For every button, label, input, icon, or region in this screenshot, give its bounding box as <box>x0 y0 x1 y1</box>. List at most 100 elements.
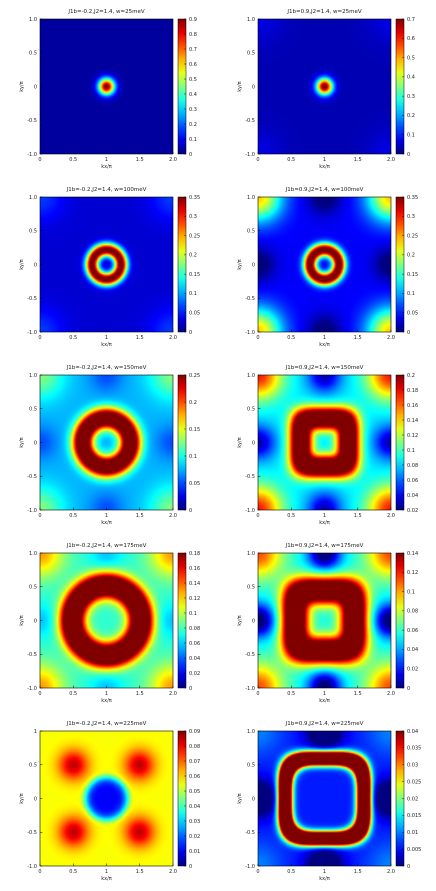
heatmap-svg: J1b=-0.2,J2=1.4, w=150meV 0 0.5 1 1.5 2.0 1.0 0… <box>19 365 200 526</box>
heatmap-panel: J1b=0.9,J2=1.4, w=100meV 0 0.5 1 1.5 2.0 1.0 0.… <box>218 178 436 356</box>
colorbar-tick-label: 0.5 <box>407 55 415 61</box>
colorbar-tick-label: 0.14 <box>407 418 418 424</box>
heatmap-image <box>40 375 173 510</box>
colorbar-tick-label: 0.04 <box>407 647 418 653</box>
x-tick-label: 2.0 <box>169 691 177 697</box>
y-tick-label: -1.0 <box>27 864 37 870</box>
x-axis-label: kx/π <box>101 342 112 348</box>
colorbar-tick-label: 0.05 <box>189 481 200 487</box>
colorbar <box>177 730 187 867</box>
y-tick-label: -0.5 <box>27 474 37 480</box>
colorbar-tick-label: 0.3 <box>407 214 415 220</box>
colorbar-tick-label: 0.08 <box>189 626 200 632</box>
colorbar-tick-label: 0.15 <box>189 272 200 278</box>
colorbar-tick-label: 0.6 <box>407 36 415 42</box>
y-tick-label: -0.5 <box>245 474 255 480</box>
x-tick-label: 2.0 <box>387 513 395 519</box>
colorbar-tick-label: 0.1 <box>407 589 415 595</box>
x-axis-label: kx/π <box>319 698 330 704</box>
y-axis-label: ky/π <box>19 81 25 91</box>
colorbar-tick-label: 0.35 <box>189 195 200 201</box>
colorbar-tick-label: 0.12 <box>189 596 200 602</box>
colorbar-tick-label: 0.14 <box>407 551 418 557</box>
colorbar-tick-label: 0.03 <box>189 819 200 825</box>
x-tick-label: 1.5 <box>136 869 144 875</box>
y-tick-label: 0.5 <box>247 229 255 235</box>
y-tick-label: -1.0 <box>27 152 37 158</box>
x-axis-label: kx/π <box>101 164 112 170</box>
x-tick-label: 2.0 <box>169 335 177 341</box>
colorbar-tick-label: 0.25 <box>189 373 200 379</box>
x-tick-label: 1.5 <box>136 157 144 163</box>
y-tick-label: 1.0 <box>29 17 37 23</box>
x-tick-label: 0 <box>38 157 41 163</box>
chart-title: J1b=0.9,J2=1.4, w=100meV <box>285 187 364 193</box>
colorbar-tick-label: 0.01 <box>189 849 200 855</box>
colorbar <box>395 552 405 689</box>
x-axis-label: kx/π <box>319 520 330 526</box>
x-tick-label: 0 <box>256 157 259 163</box>
y-tick-label: 0 <box>34 84 37 90</box>
y-axis-label: ky/π <box>19 615 25 625</box>
colorbar-tick-label: 0.08 <box>189 744 200 750</box>
heatmap-image <box>258 731 391 866</box>
colorbar-tick-label: 0.14 <box>189 581 200 587</box>
colorbar-tick-label: 0.1 <box>407 448 415 454</box>
y-tick-label: 1.0 <box>247 373 255 379</box>
colorbar-tick-label: 0.04 <box>189 804 200 810</box>
colorbar-tick-label: 0.7 <box>189 47 197 53</box>
colorbar-tick-label: 0.1 <box>407 133 415 139</box>
heatmap-svg: J1b=0.9,J2=1.4, w=175meV 0 0.5 1 1.5 2.0 1.0 0.… <box>237 543 418 704</box>
colorbar <box>395 18 405 155</box>
colorbar <box>177 18 187 155</box>
y-tick-label: -1.0 <box>245 686 255 692</box>
x-tick-label: 1 <box>323 513 326 519</box>
x-tick-label: 1 <box>105 157 108 163</box>
x-tick-label: 0.5 <box>287 157 295 163</box>
colorbar-tick-label: 0 <box>407 864 410 870</box>
y-tick-label: 0 <box>34 440 37 446</box>
y-tick-label: 1.0 <box>247 195 255 201</box>
colorbar-tick-label: 0.6 <box>189 62 197 68</box>
x-tick-label: 1 <box>323 157 326 163</box>
colorbar-tick-label: 0.4 <box>189 92 197 98</box>
colorbar-tick-label: 0.25 <box>189 233 200 239</box>
heatmap-image <box>258 197 391 332</box>
colorbar-tick-label: 0 <box>189 686 192 692</box>
x-tick-label: 0 <box>256 691 259 697</box>
y-tick-label: 0.5 <box>29 407 37 413</box>
x-tick-label: 1 <box>105 869 108 875</box>
x-axis-label: kx/π <box>101 876 112 882</box>
y-axis-label: ky/π <box>237 437 243 447</box>
heatmap-panel: J1b=-0.2,J2=1.4, w=25meV 0 0.5 1 1.5 2.0 1.0 0.… <box>0 0 218 178</box>
colorbar-tick-label: 0.07 <box>189 759 200 765</box>
colorbar-tick-label: 0.06 <box>407 628 418 634</box>
chart-title: J1b=-0.2,J2=1.4, w=225meV <box>66 721 147 727</box>
colorbar-tick-label: 0.01 <box>407 830 418 836</box>
colorbar-tick-label: 0.06 <box>189 641 200 647</box>
colorbar-tick-label: 0.9 <box>189 17 197 23</box>
y-tick-label: 0 <box>34 618 37 624</box>
heatmap-panel: J1b=0.9,J2=1.4, w=25meV 0 0.5 1 1.5 2.0 1.0 0.5… <box>218 0 436 178</box>
x-tick-label: 1.5 <box>354 869 362 875</box>
x-tick-label: 1 <box>323 335 326 341</box>
chart-title: J1b=-0.2,J2=1.4, w=100meV <box>66 187 147 193</box>
heatmap-panel: J1b=0.9,J2=1.4, w=225meV 0 0.5 1 1.5 2.0 1.0 0.… <box>218 712 436 890</box>
chart-title: J1b=-0.2,J2=1.4, w=150meV <box>66 365 147 371</box>
colorbar-tick-label: 0.2 <box>189 400 197 406</box>
colorbar-tick-label: 0.09 <box>189 729 200 735</box>
colorbar <box>177 196 187 333</box>
colorbar-tick-label: 0.1 <box>189 291 197 297</box>
colorbar-tick-label: 0.16 <box>189 566 200 572</box>
colorbar-tick-label: 0.05 <box>189 789 200 795</box>
colorbar-tick-label: 0.1 <box>189 611 197 617</box>
heatmap-svg: J1b=-0.2,J2=1.4, w=225meV 0 0.5 1 1.5 2.0 1 0.5… <box>19 721 200 882</box>
colorbar-tick-label: 0.7 <box>407 17 415 23</box>
chart-title: J1b=0.9,J2=1.4, w=225meV <box>285 721 364 727</box>
y-tick-label: 0.5 <box>247 585 255 591</box>
colorbar-tick-label: 0.12 <box>407 433 418 439</box>
colorbar-tick-label: 0.8 <box>189 32 197 38</box>
colorbar-tick-label: 0.15 <box>407 272 418 278</box>
y-tick-label: 0.5 <box>29 229 37 235</box>
